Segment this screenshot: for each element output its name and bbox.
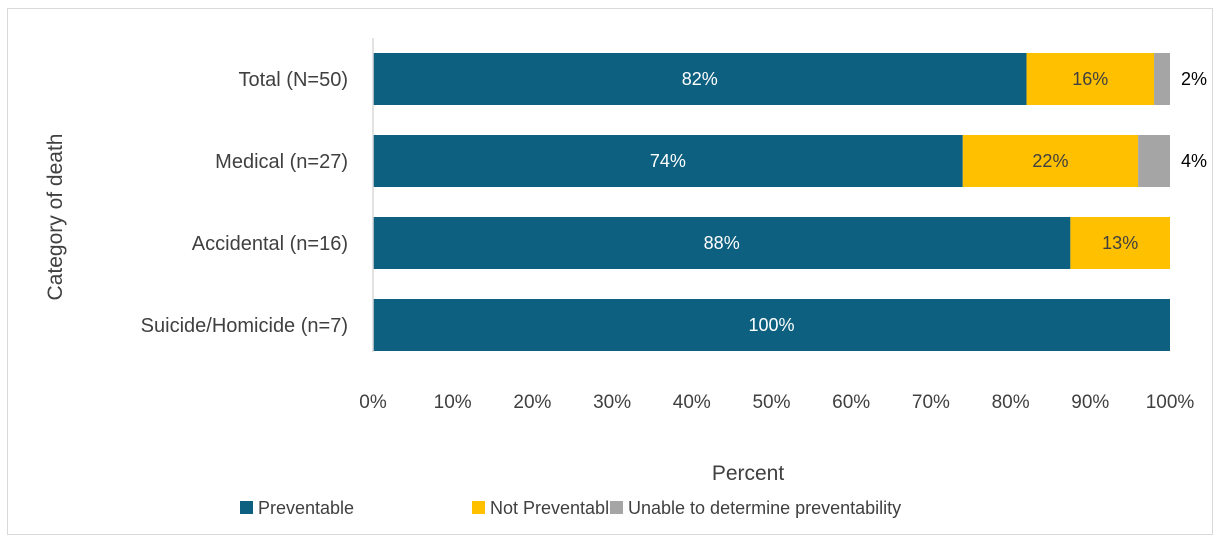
x-tick-label: 40% (673, 392, 711, 413)
bar-total-unable-to-determine-preventability (1154, 53, 1170, 105)
data-label-total-unable-to-determine-preventability: 2% (1181, 69, 1207, 89)
data-labels: 82% 16% 2% 74% 22% 4% 88% 13% 100% (650, 69, 1207, 335)
legend-swatch-unable-to-determine-preventability (610, 501, 623, 514)
data-label-medical-preventable: 74% (650, 151, 686, 171)
legend-item-unable-to-determine-preventability: Unable to determine preventability (610, 498, 901, 518)
legend-label-not-preventable: Not Preventable (490, 498, 619, 518)
x-tick-label: 10% (434, 392, 472, 413)
category-labels: Total (N=50) Medical (n=27) Accidental (n=… (141, 69, 348, 337)
x-tick-label: 80% (992, 392, 1030, 413)
x-tick-label: 30% (593, 392, 631, 413)
x-tick-label: 0% (359, 392, 387, 413)
legend-label-unable-to-determine-preventability: Unable to determine preventability (628, 498, 901, 518)
data-label-suicide-homicide-preventable: 100% (748, 315, 794, 335)
legend-swatch-preventable (240, 501, 253, 514)
x-tick-label: 100% (1146, 392, 1195, 413)
x-axis-title: Percent (712, 462, 785, 485)
bar-accidental-preventable (373, 217, 1071, 269)
bar-medical-unable-to-determine-preventability (1138, 135, 1170, 187)
bar-medical-preventable (373, 135, 963, 187)
x-tick-label: 70% (912, 392, 950, 413)
category-label-medical: Medical (n=27) (215, 151, 348, 173)
category-label-accidental: Accidental (n=16) (192, 233, 348, 255)
bar-total-preventable (373, 53, 1027, 105)
bars-layer (373, 53, 1170, 351)
category-label-suicide-homicide: Suicide/Homicide (n=7) (141, 315, 348, 337)
category-label-total: Total (N=50) (239, 69, 349, 91)
data-label-medical-unable-to-determine-preventability: 4% (1181, 151, 1207, 171)
data-label-total-preventable: 82% (682, 69, 718, 89)
legend-swatch-not-preventable (472, 501, 485, 514)
x-tick-label: 50% (752, 392, 790, 413)
x-tick-label: 60% (832, 392, 870, 413)
legend: Preventable Not Preventable Unable to dete… (240, 498, 901, 518)
data-label-medical-not-preventable: 22% (1032, 151, 1068, 171)
x-tick-label: 20% (513, 392, 551, 413)
legend-item-not-preventable: Not Preventable (472, 498, 619, 518)
x-tick-labels: 0% 10% 20% 30% 40% 50% 60% 70% 80% 90% 100% (359, 392, 1194, 413)
data-label-accidental-not-preventable: 13% (1102, 233, 1138, 253)
legend-item-preventable: Preventable (240, 498, 354, 518)
data-label-total-not-preventable: 16% (1072, 69, 1108, 89)
bar-accidental-not-preventable (1070, 217, 1170, 269)
bar-suicide-homicide-preventable (373, 299, 1170, 351)
data-label-accidental-preventable: 88% (704, 233, 740, 253)
legend-label-preventable: Preventable (258, 498, 354, 518)
y-axis-title: Category of death (44, 134, 67, 301)
x-tick-label: 90% (1071, 392, 1109, 413)
bar-medical-not-preventable (962, 135, 1139, 187)
bar-total-not-preventable (1026, 53, 1155, 105)
